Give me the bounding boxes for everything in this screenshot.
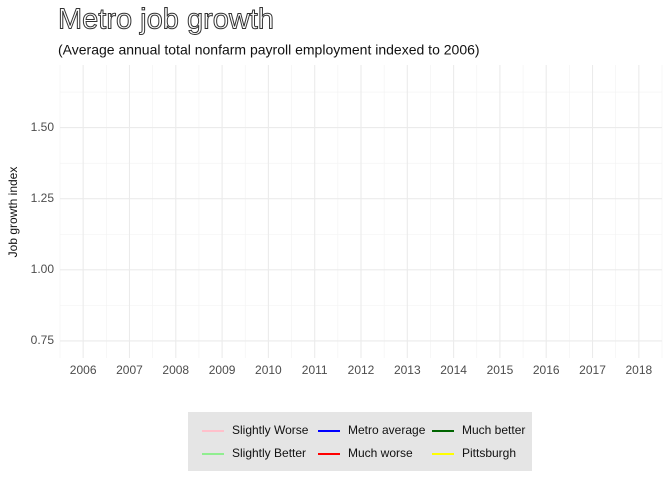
x-tick-label: 2009 [209,363,236,377]
y-axis-label: Job growth index [6,167,20,258]
x-tick-label: 2010 [255,363,282,377]
y-tick-label: 1.50 [31,120,55,134]
legend-label: Pittsburgh [462,446,516,460]
chart-subtitle: (Average annual total nonfarm payroll em… [58,42,480,58]
x-tick-label: 2014 [440,363,467,377]
x-tick-label: 2008 [162,363,189,377]
x-tick-label: 2012 [348,363,375,377]
y-tick-label: 0.75 [31,333,55,347]
x-tick-label: 2007 [116,363,143,377]
x-tick-label: 2013 [394,363,421,377]
x-tick-label: 2016 [533,363,560,377]
legend-label: Metro average [348,423,426,437]
x-tick-label: 2011 [302,363,328,377]
legend-label: Slightly Better [232,446,306,460]
legend-label: Much better [462,423,525,437]
legend-label: Much worse [348,446,413,460]
chart-title: Metro job growth [58,4,274,36]
legend-label: Slightly Worse [232,423,309,437]
y-tick-label: 1.00 [31,262,55,276]
x-tick-label: 2018 [625,363,652,377]
x-tick-label: 2006 [70,363,97,377]
x-tick-label: 2017 [579,363,606,377]
y-tick-label: 1.25 [31,191,55,205]
x-tick-label: 2015 [487,363,514,377]
legend-box [188,412,532,471]
